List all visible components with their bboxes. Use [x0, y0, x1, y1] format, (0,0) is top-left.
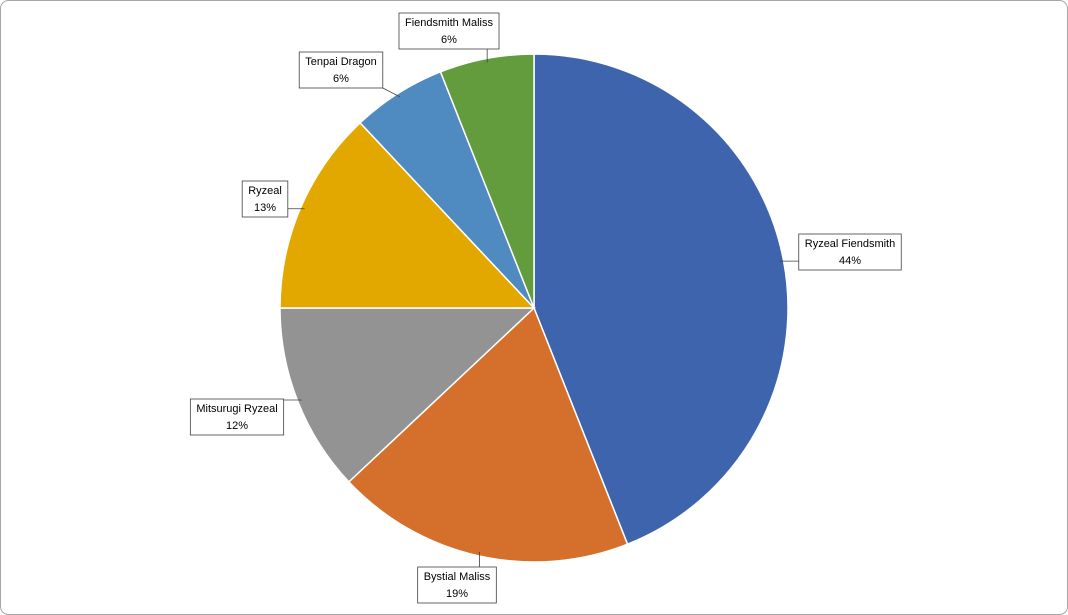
label-value: 13% [254, 202, 276, 214]
pie-slice [439, 53, 535, 309]
label-value: 19% [446, 588, 468, 600]
label-box [298, 51, 384, 89]
leader-line [382, 87, 401, 98]
label-value: 6% [333, 73, 349, 85]
label-value: 44% [839, 255, 861, 267]
pie-slice [347, 306, 629, 563]
label-box [241, 180, 289, 218]
pie-slice [279, 307, 536, 483]
label-name: Bystial Maliss [424, 571, 491, 583]
label-box [189, 398, 285, 436]
pie-slice [279, 121, 536, 309]
pie-slice [533, 53, 789, 546]
label-box [398, 12, 500, 50]
label-value: 6% [441, 34, 457, 46]
label-name: Ryzeal [248, 185, 282, 197]
label-value: 12% [226, 420, 248, 432]
label-name: Mitsurugi Ryzeal [196, 403, 277, 415]
label-name: Fiendsmith Maliss [405, 17, 494, 29]
label-name: Tenpai Dragon [305, 56, 377, 68]
label-box [417, 566, 497, 604]
label-name: Ryzeal Fiendsmith [805, 238, 895, 250]
label-box [798, 233, 902, 271]
